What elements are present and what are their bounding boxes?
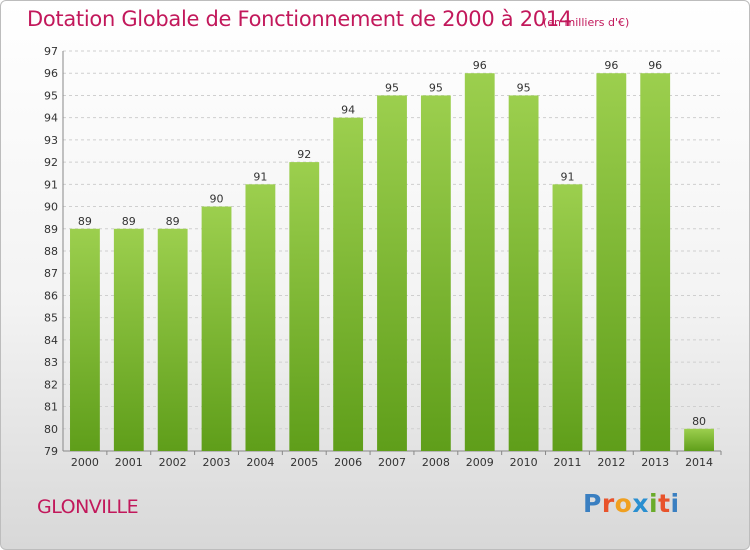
x-tick-label: 2013	[641, 456, 669, 469]
bar	[684, 428, 714, 451]
y-tick-label: 97	[44, 45, 58, 58]
logo-letter: r	[601, 489, 615, 518]
bars	[70, 73, 714, 452]
bar-value-label: 96	[648, 59, 662, 72]
y-tick-label: 87	[44, 267, 58, 280]
y-tick-label: 84	[44, 334, 58, 347]
bar	[552, 184, 583, 452]
x-tick-label: 2011	[553, 456, 581, 469]
x-tick-label: 2012	[597, 456, 625, 469]
x-tick-label: 2002	[159, 456, 187, 469]
x-tick-label: 2003	[203, 456, 231, 469]
y-tick-label: 89	[44, 223, 58, 236]
proxiti-logo: Proxiti	[583, 489, 680, 518]
chart-subtitle: (en milliers d'€)	[543, 16, 630, 29]
bar	[70, 228, 100, 451]
x-tick-label: 2009	[466, 456, 494, 469]
x-tick-label: 2004	[246, 456, 274, 469]
bar-value-label: 91	[560, 170, 574, 183]
bar-value-label: 89	[78, 215, 92, 228]
bar-value-label: 95	[429, 81, 443, 94]
bar	[377, 95, 407, 451]
x-tick-label: 2006	[334, 456, 362, 469]
chart-title: Dotation Globale de Fonctionnement de 20…	[27, 7, 572, 31]
bar	[420, 95, 451, 451]
bar-value-label: 90	[210, 193, 224, 206]
bar-value-label: 89	[122, 215, 136, 228]
y-tick-label: 91	[44, 178, 58, 191]
x-tick-label: 2014	[685, 456, 713, 469]
y-tick-label: 96	[44, 67, 58, 80]
logo-letter: x	[632, 489, 649, 518]
tick-labels: 79 80 81 82 83 84 85 86 87 88 89 90 91 92 93 94 95 96 97 20…	[44, 45, 722, 469]
bar	[113, 228, 144, 451]
y-tick-label: 86	[44, 289, 58, 302]
bar-value-label: 95	[517, 81, 531, 94]
x-tick-label: 2007	[378, 456, 406, 469]
y-tick-label: 83	[44, 356, 58, 369]
y-tick-label: 79	[44, 445, 58, 458]
x-tick-label: 2000	[71, 456, 99, 469]
bar	[640, 73, 671, 451]
bar-value-label: 92	[297, 148, 311, 161]
y-tick-label: 81	[44, 401, 58, 414]
bar	[201, 206, 232, 451]
value-labels: 89 89 89 90 91 92 94 95 95 96 95 91 96 96 80	[78, 59, 706, 428]
logo-letter: o	[614, 489, 633, 518]
y-tick-label: 94	[44, 112, 58, 125]
bar	[596, 73, 627, 451]
y-tick-label: 95	[44, 89, 58, 102]
y-tick-label: 85	[44, 312, 58, 325]
bar	[464, 73, 495, 451]
bar-value-label: 96	[473, 59, 487, 72]
logo-letter: P	[583, 489, 602, 518]
logo-letter: i	[670, 489, 680, 518]
y-tick-label: 82	[44, 378, 58, 391]
commune-name: GLONVILLE	[37, 496, 139, 518]
bar-value-label: 96	[604, 59, 618, 72]
y-tick-label: 93	[44, 134, 58, 147]
x-tick-label: 2001	[115, 456, 143, 469]
logo-letter: t	[658, 489, 671, 518]
x-tick-label: 2008	[422, 456, 450, 469]
logo-letter: i	[649, 489, 659, 518]
bar-value-label: 95	[385, 81, 399, 94]
bar-value-label: 91	[253, 170, 267, 183]
bar	[289, 162, 320, 451]
bar	[508, 95, 539, 451]
x-tick-label: 2010	[510, 456, 538, 469]
bar-value-label: 80	[692, 415, 706, 428]
x-tick-label: 2005	[290, 456, 318, 469]
y-tick-label: 88	[44, 245, 58, 258]
y-tick-label: 80	[44, 423, 58, 436]
bar	[333, 117, 364, 452]
bar-value-label: 89	[166, 215, 180, 228]
bar	[245, 184, 276, 452]
bar-value-label: 94	[341, 104, 355, 117]
y-tick-label: 92	[44, 156, 58, 169]
bar	[157, 228, 188, 451]
y-tick-label: 90	[44, 201, 58, 214]
